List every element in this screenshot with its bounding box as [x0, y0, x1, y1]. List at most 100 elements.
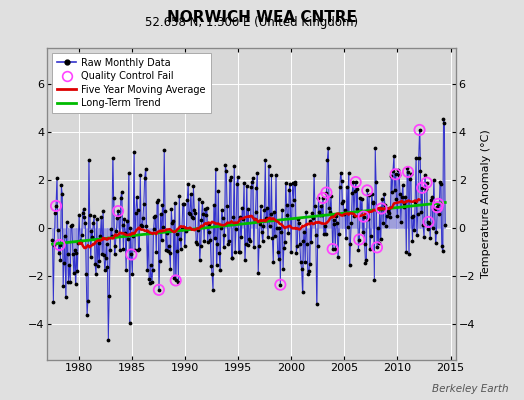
Point — [359, 214, 368, 220]
Point — [438, 243, 446, 249]
Point — [346, 240, 355, 247]
Point — [422, 180, 431, 186]
Point — [353, 186, 362, 192]
Point — [424, 219, 433, 225]
Point — [258, 238, 267, 245]
Point — [132, 210, 140, 216]
Point — [76, 238, 84, 244]
Point — [302, 208, 310, 215]
Five Year Moving Average — [81, 246, 88, 250]
Point — [222, 168, 231, 174]
Point — [123, 218, 131, 224]
Point — [215, 250, 223, 256]
Point — [373, 244, 381, 250]
Point — [375, 240, 383, 246]
Point — [221, 162, 230, 168]
Point — [244, 206, 253, 212]
Point — [195, 257, 204, 263]
Point — [146, 280, 154, 286]
Point — [416, 127, 424, 133]
Point — [157, 210, 165, 217]
Point — [65, 262, 73, 268]
Point — [91, 260, 99, 267]
Point — [414, 155, 423, 161]
Point — [305, 261, 314, 267]
Long-Term Trend — [442, 200, 449, 205]
Point — [367, 233, 375, 240]
Point — [208, 271, 216, 277]
Point — [381, 223, 390, 230]
Point — [70, 270, 78, 276]
Point — [405, 250, 413, 257]
Point — [365, 192, 373, 198]
Point — [291, 181, 300, 187]
Point — [363, 187, 372, 194]
Point — [193, 240, 201, 247]
Point — [129, 233, 137, 240]
Point — [266, 223, 274, 229]
Point — [277, 229, 286, 235]
Point — [177, 246, 185, 252]
Point — [52, 203, 60, 209]
Point — [180, 201, 188, 208]
Point — [162, 246, 170, 253]
Point — [148, 278, 156, 285]
Point — [237, 234, 246, 240]
Point — [66, 279, 74, 285]
Point — [223, 202, 231, 209]
Point — [336, 169, 345, 176]
Point — [323, 156, 332, 163]
Point — [372, 179, 380, 185]
Point — [124, 235, 132, 242]
Point — [96, 232, 105, 239]
Point — [158, 202, 167, 209]
Point — [63, 251, 72, 257]
Point — [191, 210, 200, 216]
Point — [390, 153, 398, 160]
Point — [344, 170, 353, 177]
Point — [286, 180, 294, 187]
Point — [94, 240, 103, 246]
Legend: Raw Monthly Data, Quality Control Fail, Five Year Moving Average, Long-Term Tren: Raw Monthly Data, Quality Control Fail, … — [52, 53, 211, 113]
Point — [49, 299, 58, 305]
Point — [160, 147, 168, 154]
Point — [241, 257, 249, 264]
Point — [314, 195, 323, 202]
Point — [352, 179, 360, 185]
Point — [255, 243, 263, 249]
Point — [226, 174, 235, 180]
Point — [88, 234, 96, 241]
Point — [116, 195, 125, 201]
Point — [103, 264, 112, 270]
Raw Monthly Data — [176, 193, 182, 198]
Point — [100, 252, 108, 258]
Point — [400, 200, 409, 207]
Point — [349, 179, 357, 185]
Point — [267, 172, 276, 178]
Long-Term Trend — [181, 228, 187, 232]
Point — [234, 174, 242, 180]
Point — [359, 214, 368, 220]
Point — [211, 166, 220, 173]
Point — [167, 206, 176, 212]
Point — [165, 250, 173, 256]
Point — [249, 244, 258, 250]
Point — [234, 249, 243, 256]
Point — [340, 211, 348, 218]
Point — [243, 182, 251, 189]
Point — [73, 268, 82, 274]
Point — [307, 218, 315, 224]
Point — [228, 255, 237, 262]
Point — [81, 219, 90, 226]
Point — [272, 172, 280, 179]
Point — [431, 240, 440, 246]
Point — [287, 249, 295, 255]
Point — [240, 180, 248, 186]
Point — [181, 226, 190, 232]
Point — [219, 215, 227, 221]
Point — [231, 249, 239, 255]
Point — [403, 165, 411, 171]
Point — [227, 255, 236, 261]
Point — [130, 149, 138, 155]
Point — [108, 232, 116, 239]
